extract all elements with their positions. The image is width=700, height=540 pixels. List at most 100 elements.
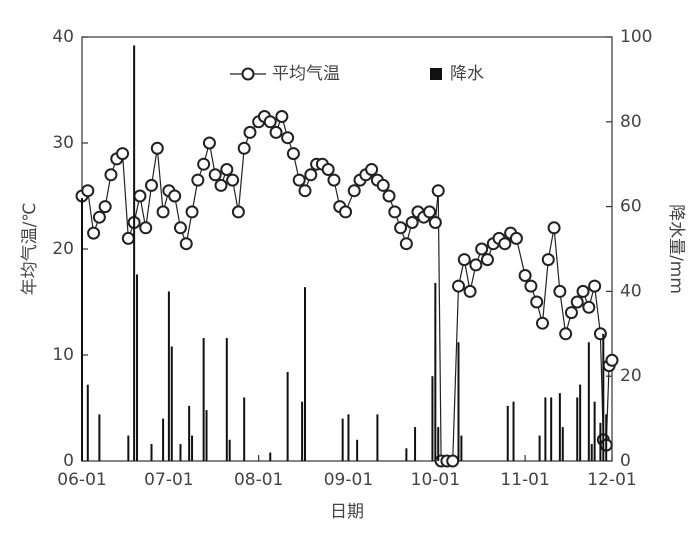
- temp-marker: [399, 237, 413, 251]
- x-tick-label: 09-01: [324, 470, 373, 490]
- precip-bar: [593, 401, 596, 461]
- temp-marker: [231, 205, 245, 219]
- precip-bar: [162, 418, 165, 461]
- precip-bar: [136, 274, 139, 461]
- y2-tick-label: 60: [620, 197, 642, 217]
- y-axis-label: 年均气温/℃: [20, 203, 40, 296]
- temp-marker: [530, 295, 544, 309]
- temp-marker: [457, 253, 471, 267]
- precip-bar: [127, 435, 130, 461]
- temp-marker: [518, 269, 532, 282]
- x-tick-label: 06-01: [57, 470, 106, 490]
- temp-marker: [452, 279, 466, 293]
- precip-bar: [269, 452, 272, 461]
- temp-marker: [116, 147, 130, 161]
- temp-marker: [388, 205, 402, 219]
- y-tick-label: 40: [52, 27, 74, 47]
- y-tick-label: 0: [63, 451, 74, 471]
- precip-bar: [81, 198, 83, 461]
- precip-bar: [538, 435, 541, 461]
- y2-axis-label: 降水量/mm: [666, 204, 686, 294]
- temp-marker: [191, 173, 205, 187]
- temp-marker: [168, 189, 182, 203]
- temp-marker: [564, 306, 578, 320]
- temp-marker: [286, 147, 300, 161]
- temp-marker: [98, 200, 112, 214]
- temp-marker: [298, 184, 312, 198]
- temp-marker: [121, 231, 135, 245]
- temp-marker: [605, 353, 619, 367]
- precip-bar: [304, 287, 307, 461]
- temp-marker: [243, 125, 257, 139]
- precip-bar: [576, 397, 579, 461]
- precip-bar: [599, 422, 602, 461]
- temp-marker: [281, 131, 295, 145]
- x-tick-label: 12-01: [587, 470, 636, 490]
- precip-bar: [602, 333, 605, 461]
- temp-marker: [87, 226, 101, 240]
- temp-marker: [428, 216, 442, 229]
- temp-marker: [92, 210, 106, 224]
- legend-label: 降水: [450, 64, 484, 84]
- temp-marker: [269, 125, 283, 139]
- precip-bar: [414, 427, 417, 461]
- y-tick-label: 30: [52, 133, 74, 153]
- precip-bar: [605, 414, 608, 461]
- temp-marker: [582, 300, 596, 314]
- temp-marker: [226, 173, 240, 187]
- temp-marker: [214, 178, 228, 192]
- precip-bar: [286, 371, 289, 461]
- temp-marker: [179, 237, 193, 251]
- precip-bar: [347, 414, 350, 461]
- precip-bar: [460, 435, 463, 461]
- plot-frame: [81, 36, 613, 462]
- precip-bar: [98, 414, 101, 461]
- temp-marker: [431, 184, 445, 198]
- x-tick-label: 07-01: [144, 470, 193, 490]
- temp-marker: [524, 279, 538, 293]
- precip-bar: [558, 393, 561, 461]
- precip-bar: [167, 291, 170, 461]
- temp-marker: [559, 327, 573, 341]
- y-tick-label: 10: [52, 345, 74, 365]
- precip-bar: [202, 338, 205, 461]
- precip-bar: [431, 376, 434, 461]
- temp-marker: [498, 237, 512, 251]
- temp-marker: [81, 184, 95, 198]
- precip-bar: [191, 435, 194, 461]
- precip-bar: [179, 444, 182, 461]
- temp-marker: [220, 163, 234, 176]
- temp-marker: [405, 216, 419, 229]
- temp-marker: [150, 141, 164, 155]
- temp-marker: [321, 163, 335, 176]
- precip-bar: [301, 401, 304, 461]
- temp-marker: [208, 168, 222, 182]
- precip-bar: [457, 342, 460, 461]
- legend-swatch: [430, 68, 442, 80]
- precip-bar: [405, 448, 408, 461]
- temp-marker: [382, 189, 396, 203]
- precip-bar: [437, 427, 440, 461]
- temp-marker: [263, 115, 277, 129]
- temp-marker: [535, 316, 549, 330]
- precip-bar: [205, 410, 208, 461]
- temp-marker: [588, 279, 602, 293]
- temp-marker: [292, 173, 306, 187]
- y2-tick-label: 80: [620, 112, 642, 132]
- precip-bar: [434, 282, 437, 461]
- temp-marker: [139, 221, 153, 235]
- temp-marker: [185, 205, 199, 219]
- temp-marker: [365, 163, 379, 176]
- temp-marker: [469, 258, 483, 272]
- precip-bar: [544, 397, 547, 461]
- y2-tick-label: 20: [620, 366, 642, 386]
- precip-bar: [512, 401, 515, 461]
- precip-bar: [86, 384, 89, 461]
- x-tick-label: 11-01: [500, 470, 549, 490]
- precip-bar: [561, 427, 564, 461]
- precip-bar: [225, 338, 228, 461]
- temp-marker: [202, 136, 216, 150]
- precip-bar: [170, 346, 173, 461]
- precip-bar: [550, 397, 553, 461]
